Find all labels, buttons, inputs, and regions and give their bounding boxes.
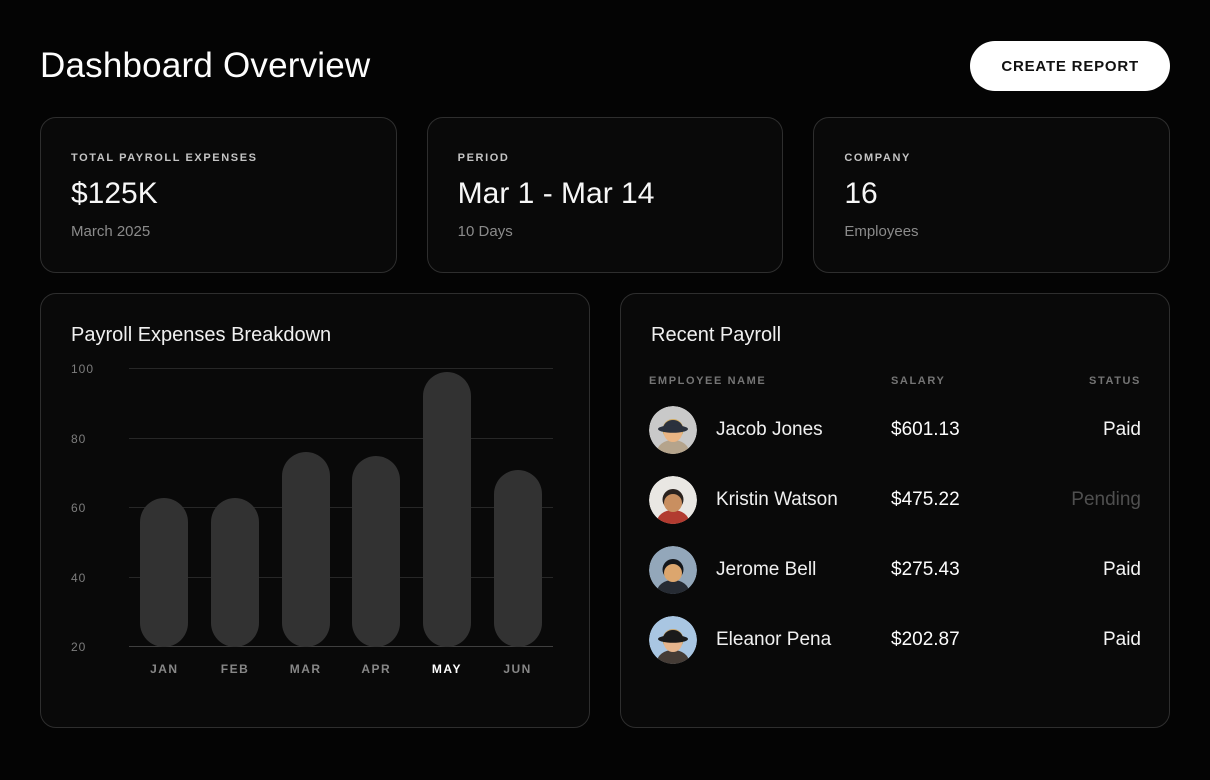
status-value: Paid xyxy=(1102,629,1141,650)
employee-name: Kristin Watson xyxy=(716,489,838,510)
salary-value: $601.13 xyxy=(891,419,960,440)
bar-chart: 20 40 60 80 100 xyxy=(41,362,589,654)
y-axis-tick-100: 100 xyxy=(71,362,95,376)
table-title: Recent Payroll xyxy=(651,324,782,346)
stat-card-total-payroll: TOTAL PAYROLL EXPENSES $125K March 2025 xyxy=(40,117,397,273)
top-bar: Dashboard Overview CREATE REPORT xyxy=(40,40,1170,92)
stat-value: 16 xyxy=(844,177,878,210)
x-axis-label-jan: JAN xyxy=(150,662,179,676)
gridline-80 xyxy=(129,437,553,439)
avatar xyxy=(649,476,697,524)
bar-may xyxy=(422,372,471,647)
gridline-40 xyxy=(129,576,553,578)
stat-subtext: March 2025 xyxy=(71,223,151,240)
salary-value: $275.43 xyxy=(891,559,960,580)
employee-cell: Kristin Watson xyxy=(649,476,891,524)
table-body: Jacob Jones $601.13 Paid Kristin Watson $47… xyxy=(621,387,1169,675)
stat-label: COMPANY xyxy=(844,152,911,164)
employee-name: Eleanor Pena xyxy=(716,629,832,650)
employee-cell: Jacob Jones xyxy=(649,406,891,454)
bar-feb xyxy=(210,497,259,647)
page-title: Dashboard Overview xyxy=(40,46,371,85)
bar-apr xyxy=(352,455,401,647)
chart-y-axis: 20 40 60 80 100 xyxy=(71,362,129,654)
create-report-button[interactable]: CREATE REPORT xyxy=(970,41,1170,91)
x-axis-label-mar: MAR xyxy=(289,662,322,676)
stat-label: TOTAL PAYROLL EXPENSES xyxy=(71,152,258,164)
table-row: Jerome Bell $275.43 Paid xyxy=(649,535,1141,605)
employee-cell: Eleanor Pena xyxy=(649,616,891,664)
column-header-employee-name: EMPLOYEE NAME xyxy=(649,375,767,387)
stat-value: Mar 1 - Mar 14 xyxy=(457,177,655,210)
table-row: Jacob Jones $601.13 Paid xyxy=(649,395,1141,465)
bar-jan xyxy=(140,497,189,647)
recent-payroll-card: Recent Payroll EMPLOYEE NAME SALARY STAT… xyxy=(620,293,1170,728)
avatar xyxy=(649,546,697,594)
salary-value: $202.87 xyxy=(891,629,960,650)
stat-value: $125K xyxy=(71,177,158,210)
employee-name: Jerome Bell xyxy=(716,559,817,580)
column-header-salary: SALARY xyxy=(891,375,946,387)
avatar xyxy=(649,616,697,664)
gridline-20 xyxy=(129,646,553,647)
y-axis-tick-40: 40 xyxy=(71,570,87,585)
stat-card-company: COMPANY 16 Employees xyxy=(813,117,1171,273)
x-axis-label-apr: APR xyxy=(361,662,392,676)
y-axis-tick-20: 20 xyxy=(71,640,87,654)
chart-plot-area xyxy=(129,368,553,647)
stat-card-period: PERIOD Mar 1 - Mar 14 10 Days xyxy=(426,117,784,273)
gridline-100 xyxy=(129,368,553,369)
avatar xyxy=(649,406,697,454)
column-header-status: STATUS xyxy=(1089,375,1141,387)
stat-subtext: 10 Days xyxy=(457,223,513,240)
stat-subtext: Employees xyxy=(844,223,919,240)
status-value: Paid xyxy=(1102,419,1141,440)
bar-mar xyxy=(281,452,330,647)
employee-cell: Jerome Bell xyxy=(649,546,891,594)
table-header-row: EMPLOYEE NAME SALARY STATUS xyxy=(621,347,1169,387)
status-value: Pending xyxy=(1071,489,1141,510)
table-row: Kristin Watson $475.22 Pending xyxy=(649,465,1141,535)
stats-row: TOTAL PAYROLL EXPENSES $125K March 2025 … xyxy=(40,117,1171,273)
status-value: Paid xyxy=(1102,559,1141,580)
salary-value: $475.22 xyxy=(891,489,960,510)
x-axis-label-may: MAY xyxy=(431,662,462,676)
gridline-60 xyxy=(129,507,553,508)
table-row: Eleanor Pena $202.87 Paid xyxy=(649,605,1141,675)
y-axis-tick-60: 60 xyxy=(71,501,87,515)
employee-name: Jacob Jones xyxy=(716,419,823,440)
y-axis-tick-80: 80 xyxy=(71,431,87,446)
chart-x-axis: JAN FEB MAR APR MAY JUN xyxy=(41,662,589,676)
payroll-expenses-chart-card: Payroll Expenses Breakdown 20 40 60 80 100 J… xyxy=(40,293,590,728)
bottom-row: Payroll Expenses Breakdown 20 40 60 80 100 J… xyxy=(40,293,1170,728)
bar-jun xyxy=(493,469,542,647)
x-axis-label-feb: FEB xyxy=(220,662,250,676)
x-axis-label-jun: JUN xyxy=(503,662,532,676)
stat-label: PERIOD xyxy=(457,152,510,164)
chart-title: Payroll Expenses Breakdown xyxy=(71,324,332,346)
